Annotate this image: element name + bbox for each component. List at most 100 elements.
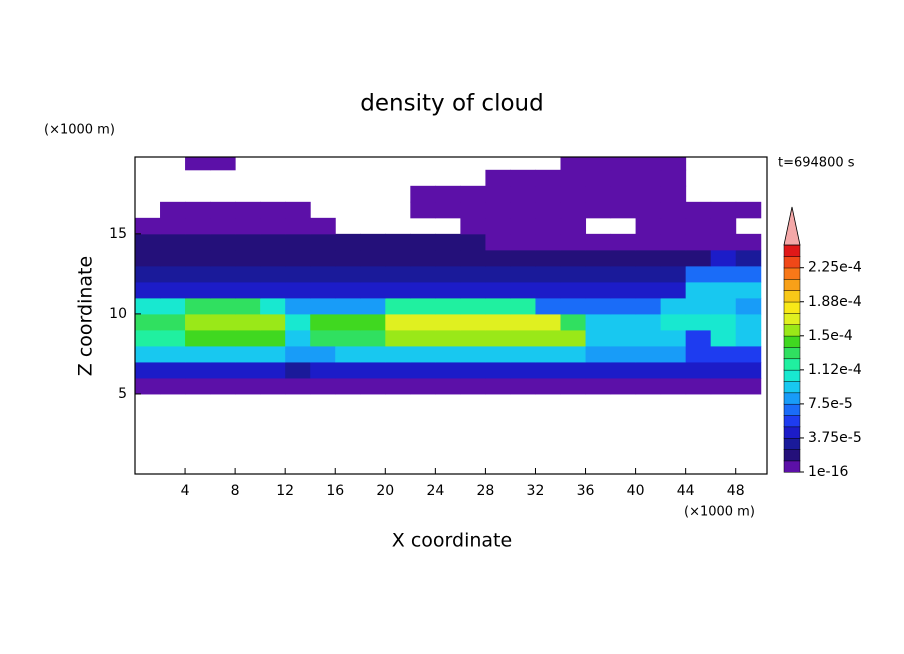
cell <box>360 361 386 379</box>
cell <box>160 329 186 347</box>
cell <box>235 233 261 251</box>
cell <box>485 313 511 331</box>
cell <box>335 329 361 347</box>
cell <box>460 249 486 267</box>
cell <box>735 265 762 283</box>
cell <box>610 377 637 395</box>
cell <box>335 345 361 363</box>
cell <box>210 249 236 267</box>
cell <box>260 249 286 267</box>
colorbar-band <box>783 449 801 462</box>
cell <box>310 377 336 395</box>
cell <box>235 345 261 363</box>
x-tick-label: 40 <box>627 483 645 499</box>
cell <box>185 313 211 331</box>
colorbar-band <box>783 358 801 371</box>
cell <box>435 377 461 395</box>
cell <box>185 201 211 219</box>
cell <box>285 361 311 379</box>
cell <box>135 249 161 267</box>
cell <box>385 313 411 331</box>
cell <box>410 201 436 219</box>
cell <box>160 345 186 363</box>
cell <box>485 281 511 299</box>
cell <box>410 329 436 347</box>
cell <box>410 361 436 379</box>
cell <box>510 249 536 267</box>
cell <box>460 233 486 251</box>
cell <box>360 297 386 315</box>
cell <box>185 361 211 379</box>
cell <box>160 313 186 331</box>
cell <box>485 265 511 283</box>
cell <box>385 265 411 283</box>
cell <box>285 233 311 251</box>
cell <box>460 201 486 219</box>
cell <box>660 185 687 203</box>
cell <box>160 297 186 315</box>
cell <box>135 265 161 283</box>
cell <box>735 297 762 315</box>
cell <box>510 281 536 299</box>
cell <box>585 169 612 187</box>
cell <box>710 201 737 219</box>
cell <box>335 377 361 395</box>
cell <box>635 377 662 395</box>
cell <box>410 249 436 267</box>
x-tick-label: 8 <box>231 483 240 499</box>
colorbar-band <box>783 437 801 450</box>
cell <box>560 297 587 315</box>
cell <box>285 297 311 315</box>
x-tick-label: 24 <box>426 483 444 499</box>
cell <box>460 185 486 203</box>
colorbar-band <box>783 324 801 337</box>
cell <box>560 329 587 347</box>
cell <box>210 345 236 363</box>
cell <box>485 377 511 395</box>
cell <box>485 233 511 251</box>
cell <box>310 345 336 363</box>
cell <box>535 345 562 363</box>
cell <box>435 361 461 379</box>
cell <box>460 345 486 363</box>
cell <box>285 201 311 219</box>
colorbar-band <box>783 335 801 348</box>
cell <box>460 377 486 395</box>
cell <box>535 233 562 251</box>
cell <box>585 249 612 267</box>
cell <box>360 233 386 251</box>
cell <box>660 345 687 363</box>
cell <box>635 249 662 267</box>
cell <box>660 169 687 187</box>
cell <box>660 281 687 299</box>
cell <box>335 281 361 299</box>
cell <box>710 313 737 331</box>
cell <box>685 233 712 251</box>
x-unit: (×1000 m) <box>684 505 755 520</box>
cell <box>710 265 737 283</box>
cell <box>260 313 286 331</box>
cell <box>385 377 411 395</box>
annotation: t=694800 s <box>778 156 855 171</box>
cell <box>660 313 687 331</box>
cell <box>635 297 662 315</box>
colorbar-band <box>783 415 801 428</box>
cell <box>185 157 211 171</box>
cell <box>560 361 587 379</box>
cell <box>660 265 687 283</box>
cell <box>210 201 236 219</box>
cell <box>485 297 511 315</box>
cell <box>685 345 712 363</box>
cell <box>310 217 336 235</box>
cell <box>435 249 461 267</box>
cell <box>235 281 261 299</box>
cell <box>185 233 211 251</box>
cell <box>710 377 737 395</box>
cell <box>635 345 662 363</box>
cell <box>260 201 286 219</box>
colorbar-tick-label: 1e-16 <box>808 464 848 480</box>
chart-title: density of cloud <box>360 91 543 117</box>
cell <box>510 361 536 379</box>
cell <box>660 329 687 347</box>
cell <box>360 377 386 395</box>
